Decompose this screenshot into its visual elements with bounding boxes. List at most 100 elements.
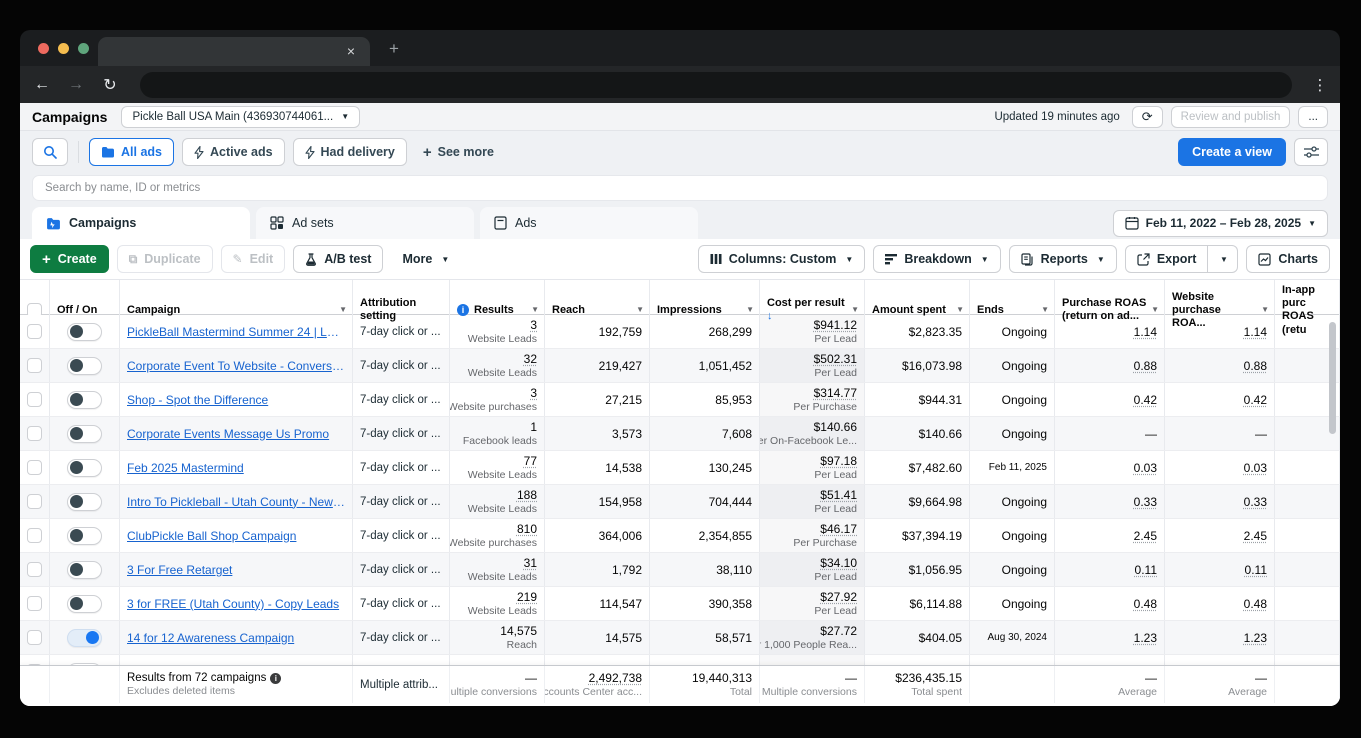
row-toggle[interactable]: [67, 594, 102, 613]
row-checkbox[interactable]: [27, 596, 42, 611]
cost-per-result-value[interactable]: $27.92: [820, 590, 857, 604]
results-value[interactable]: 31: [523, 556, 537, 570]
column-header-website-purchase-roas[interactable]: Website purchase ROA... ▼: [1165, 280, 1275, 341]
row-checkbox[interactable]: [27, 494, 42, 509]
column-header-results[interactable]: i Results ▼: [450, 280, 545, 341]
row-toggle[interactable]: [67, 628, 102, 647]
row-toggle[interactable]: [67, 526, 102, 545]
vertical-scrollbar[interactable]: [1329, 322, 1336, 434]
purchase-roas-value[interactable]: —: [1145, 426, 1157, 441]
close-tab-icon[interactable]: ×: [346, 43, 356, 59]
purchase-roas-value[interactable]: 0.42: [1133, 392, 1157, 407]
new-tab-button[interactable]: +: [389, 39, 399, 58]
cost-per-result-value[interactable]: $27.72: [820, 624, 857, 638]
website-purchase-roas-value[interactable]: 0.48: [1244, 665, 1267, 666]
campaign-link[interactable]: ClubPickle Ball Shop Campaign: [127, 528, 297, 543]
forward-icon[interactable]: →: [68, 75, 84, 93]
browser-menu-icon[interactable]: ⋮: [1312, 76, 1328, 94]
tab-ad-sets[interactable]: Ad sets: [256, 207, 474, 239]
website-purchase-roas-value[interactable]: 2.45: [1243, 528, 1267, 543]
results-value[interactable]: 3: [530, 386, 537, 400]
cost-per-result-value[interactable]: $502.31: [813, 352, 857, 366]
purchase-roas-value[interactable]: 0.11: [1134, 562, 1157, 577]
cost-per-result-value[interactable]: $46.17: [820, 522, 857, 536]
search-input[interactable]: [32, 175, 1328, 201]
purchase-roas-value[interactable]: 0.48: [1133, 596, 1157, 611]
results-value[interactable]: 219: [516, 590, 537, 604]
date-range-selector[interactable]: Feb 11, 2022 – Feb 28, 2025 ▼: [1112, 209, 1328, 237]
website-purchase-roas-value[interactable]: 1.23: [1243, 630, 1267, 645]
website-purchase-roas-value[interactable]: 0.11: [1244, 562, 1267, 577]
row-checkbox[interactable]: [27, 324, 42, 339]
info-icon[interactable]: i: [270, 673, 282, 684]
website-purchase-roas-value[interactable]: 0.42: [1243, 392, 1267, 407]
row-checkbox[interactable]: [27, 460, 42, 475]
tab-campaigns[interactable]: Campaigns: [32, 207, 250, 239]
purchase-roas-value[interactable]: 1.14: [1133, 324, 1157, 339]
purchase-roas-value[interactable]: 2.45: [1133, 528, 1157, 543]
row-toggle[interactable]: [67, 424, 102, 443]
cost-per-result-value[interactable]: $97.18: [820, 454, 857, 468]
summary-reach[interactable]: 2,492,738: [588, 671, 642, 685]
row-toggle[interactable]: [67, 356, 102, 375]
results-value[interactable]: 810: [516, 522, 537, 536]
column-header-in-app-roas[interactable]: In-app purc ROAS (retu: [1275, 280, 1340, 341]
results-value[interactable]: 14,575: [500, 624, 537, 638]
breakdown-button[interactable]: Breakdown ▼: [873, 245, 1001, 273]
cost-per-result-value[interactable]: $51.41: [820, 488, 857, 502]
purchase-roas-value[interactable]: 1.23: [1133, 630, 1157, 645]
column-header-ends[interactable]: Ends ▼: [970, 280, 1055, 341]
row-toggle[interactable]: [67, 492, 102, 511]
back-icon[interactable]: ←: [34, 75, 50, 93]
row-checkbox[interactable]: [27, 358, 42, 373]
export-button[interactable]: Export: [1124, 245, 1209, 273]
more-button[interactable]: More ▼: [391, 245, 461, 273]
column-header-impressions[interactable]: Impressions ▼: [650, 280, 760, 341]
row-toggle[interactable]: [67, 662, 102, 665]
purchase-roas-value[interactable]: 0.33: [1133, 494, 1157, 509]
cost-per-result-value[interactable]: $25.42: [820, 664, 857, 665]
account-selector[interactable]: Pickle Ball USA Main (436930744061... ▼: [121, 105, 361, 128]
column-header-purchase-roas[interactable]: Purchase ROAS (return on ad... ▼: [1055, 280, 1165, 341]
campaign-link[interactable]: Feb 2025 Mastermind: [127, 460, 244, 475]
campaign-link[interactable]: 3 For Free Retarget: [127, 562, 233, 577]
row-checkbox[interactable]: [27, 562, 42, 577]
column-header-attribution[interactable]: Attribution setting: [353, 280, 450, 341]
review-and-publish-button[interactable]: Review and publish: [1170, 105, 1291, 128]
row-toggle[interactable]: [67, 458, 102, 477]
results-value[interactable]: 770: [517, 664, 537, 665]
row-checkbox[interactable]: [27, 426, 42, 441]
website-purchase-roas-value[interactable]: 0.03: [1243, 460, 1267, 475]
cost-per-result-value[interactable]: $140.66: [813, 420, 857, 434]
purchase-roas-value[interactable]: 0.03: [1133, 460, 1157, 475]
results-value[interactable]: 77: [523, 454, 537, 468]
filter-active-ads[interactable]: Active ads: [182, 138, 285, 166]
cost-per-result-value[interactable]: $34.10: [820, 556, 857, 570]
results-value[interactable]: 1: [530, 420, 537, 434]
results-value[interactable]: 32: [523, 352, 537, 366]
duplicate-button[interactable]: ⧉ Duplicate: [116, 245, 213, 273]
column-header-reach[interactable]: Reach ▼: [545, 280, 650, 341]
website-purchase-roas-value[interactable]: 1.14: [1243, 324, 1267, 339]
reload-icon[interactable]: ↻: [103, 76, 117, 94]
browser-tab[interactable]: ×: [98, 37, 370, 66]
columns-button[interactable]: Columns: Custom ▼: [697, 245, 866, 273]
results-value[interactable]: 3: [530, 318, 537, 332]
view-settings-button[interactable]: [1294, 138, 1328, 166]
ab-test-button[interactable]: A/B test: [293, 245, 384, 273]
close-window-button[interactable]: [38, 43, 49, 54]
campaign-link[interactable]: Intro To Pickleball - Utah County - New …: [127, 494, 345, 509]
create-a-view-button[interactable]: Create a view: [1178, 138, 1286, 166]
info-icon[interactable]: i: [457, 304, 469, 317]
cost-per-result-value[interactable]: $314.77: [813, 386, 857, 400]
filter-had-delivery[interactable]: Had delivery: [292, 138, 407, 166]
purchase-roas-value[interactable]: 0.88: [1133, 358, 1157, 373]
export-options-button[interactable]: ▼: [1208, 245, 1239, 273]
see-more-button[interactable]: + See more: [422, 143, 494, 161]
reports-button[interactable]: Reports ▼: [1008, 245, 1117, 273]
charts-button[interactable]: Charts: [1246, 245, 1330, 273]
column-header-amount-spent[interactable]: Amount spent ▼: [865, 280, 970, 341]
row-checkbox[interactable]: [27, 528, 42, 543]
header-more-button[interactable]: ...: [1298, 105, 1328, 128]
campaign-link[interactable]: 3 for FREE (Utah County) - Copy Leads: [127, 596, 340, 611]
